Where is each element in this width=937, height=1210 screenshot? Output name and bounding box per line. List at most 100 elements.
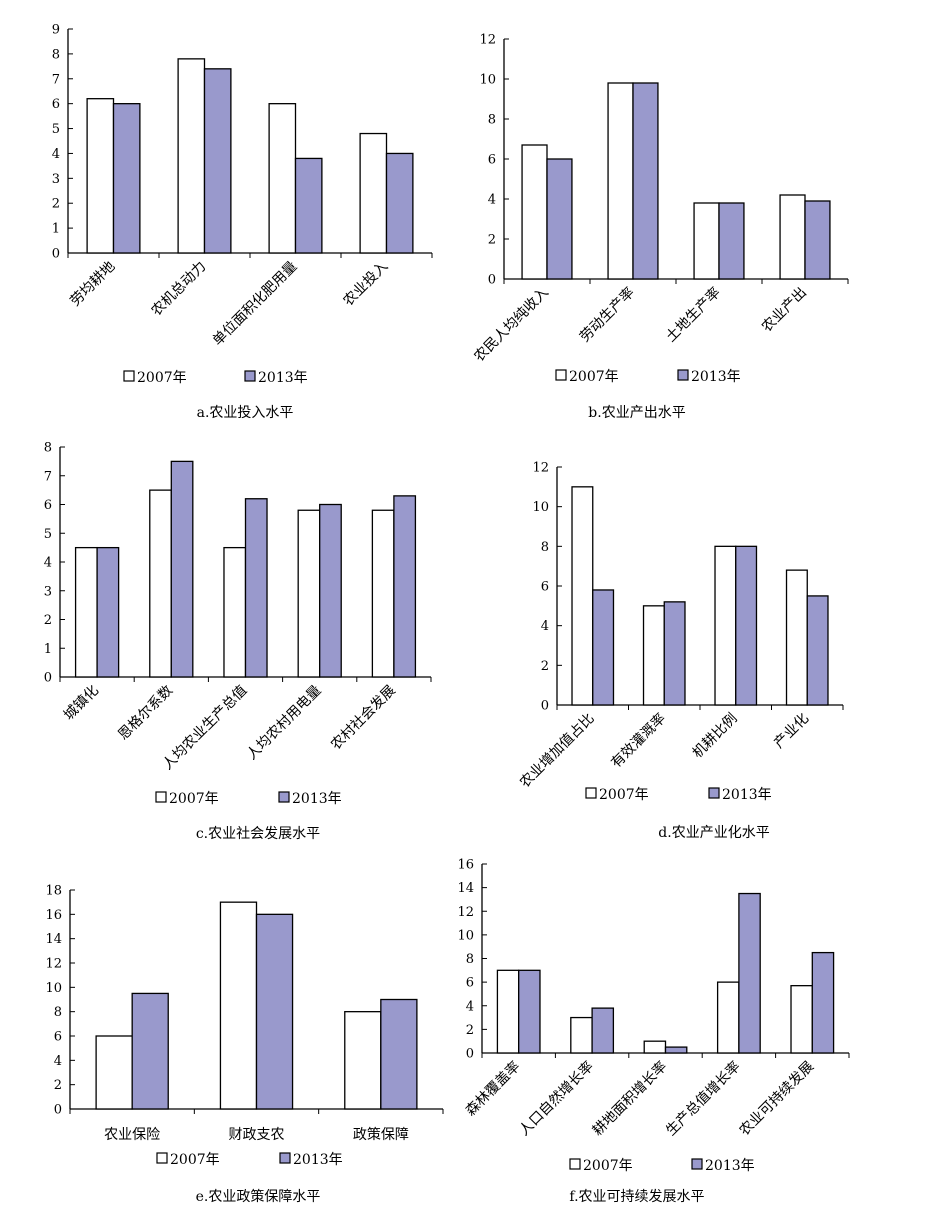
category-label: 土地生产率: [662, 284, 724, 346]
bar-series-a: [96, 1036, 132, 1109]
bar-series-a: [644, 1041, 665, 1053]
legend-label-2013: 2013年: [293, 1152, 343, 1168]
y-tick-label: 2: [52, 197, 60, 212]
y-tick-label: 2: [466, 1023, 474, 1038]
bar-series-b: [719, 203, 744, 279]
legend: 2007年 2013年: [556, 369, 741, 385]
bar-series-b: [257, 914, 293, 1109]
legend-swatch-2013: [279, 792, 289, 802]
legend-swatch-2013: [678, 370, 688, 380]
bar-series-a: [571, 1018, 592, 1053]
bar-series-a: [345, 1012, 381, 1109]
bar-series-a: [694, 203, 719, 279]
category-label: 城镇化: [61, 683, 102, 724]
y-tick-label: 4: [54, 1054, 62, 1069]
bar-series-a: [522, 145, 547, 279]
bar-series-b: [593, 590, 614, 705]
legend-label-2007: 2007年: [583, 1158, 633, 1174]
bar-series-a: [269, 104, 295, 253]
bar-series-a: [572, 487, 593, 705]
y-tick-label: 16: [45, 908, 62, 923]
bar-series-b: [633, 83, 658, 279]
y-tick-label: 5: [44, 527, 52, 542]
bar-series-a: [715, 546, 736, 705]
bar-series-a: [497, 970, 518, 1053]
legend-label-2007: 2007年: [569, 369, 619, 385]
y-tick-label: 1: [52, 222, 60, 237]
bar-series-b: [519, 970, 540, 1053]
y-tick-label: 8: [54, 1005, 62, 1020]
chart-d: 0 2 4 6 8 10 12 农业增加值占比 有效灌溉率 机耕比例 产业化 2007年 2013年 d.…: [517, 461, 843, 842]
y-tick-label: 5: [52, 122, 60, 137]
y-tick-label: 6: [44, 498, 52, 513]
y-tick-label: 12: [532, 461, 549, 476]
category-label: 有效灌溉率: [608, 710, 670, 772]
y-tick-label: 0: [541, 699, 549, 714]
y-tick-label: 14: [45, 932, 62, 947]
bar-series-b: [812, 953, 833, 1053]
category-label: 人口自然增长率: [516, 1058, 597, 1139]
bar-series-b: [592, 1008, 613, 1053]
category-label: 农业投入: [340, 259, 391, 310]
bar-series-a: [178, 59, 204, 253]
bar-series-b: [132, 993, 168, 1109]
y-tick-label: 8: [52, 47, 60, 62]
bar-series-a: [791, 986, 812, 1053]
y-tick-label: 3: [52, 172, 60, 187]
chart-a: 0 1 2 3 4 5 6 7 8 9 劳均耕地 农机总动力 单位面积化肥用量 农业投入 2007年 2013…: [52, 23, 432, 422]
legend-swatch-2007: [556, 370, 566, 380]
category-label: 农村社会发展: [328, 683, 399, 754]
y-tick-label: 1: [44, 642, 52, 657]
category-label: 机耕比例: [689, 710, 741, 762]
legend-swatch-2007: [156, 792, 166, 802]
y-tick-label: 4: [44, 556, 52, 571]
category-label: 农业产出: [759, 285, 810, 336]
y-tick-label: 18: [45, 884, 62, 899]
y-tick-label: 0: [466, 1047, 474, 1062]
legend-label-2013: 2013年: [691, 369, 741, 385]
y-tick-label: 10: [532, 500, 549, 515]
bar-series-b: [736, 546, 757, 705]
y-tick-label: 3: [44, 584, 52, 599]
y-tick-label: 6: [54, 1030, 62, 1045]
category-label: 农业保险: [104, 1127, 160, 1143]
y-tick-label: 10: [479, 73, 496, 88]
bar-series-b: [387, 153, 413, 253]
y-tick-label: 8: [541, 540, 549, 555]
legend-label-2013: 2013年: [258, 370, 308, 386]
category-label: 农业增加值占比: [517, 711, 598, 792]
y-tick-label: 12: [479, 33, 496, 48]
chart-caption: d.农业产业化水平: [658, 825, 769, 841]
legend-label-2013: 2013年: [705, 1158, 755, 1174]
chart-e: 0 2 4 6 8 10 12 14 16 18 农业保险 财政支农 政策保障 2007年 2013年 e.农…: [45, 884, 443, 1206]
legend-label-2007: 2007年: [599, 787, 649, 803]
bar-series-b: [666, 1047, 687, 1053]
bar-series-b: [246, 499, 268, 677]
y-tick-label: 8: [488, 113, 496, 128]
bar-series-b: [320, 505, 342, 678]
bar-series-a: [718, 982, 739, 1053]
y-tick-label: 6: [52, 97, 60, 112]
y-tick-label: 4: [541, 619, 549, 634]
bar-series-a: [608, 83, 633, 279]
bar-series-a: [87, 99, 113, 253]
y-tick-label: 7: [52, 72, 60, 87]
y-tick-label: 2: [541, 659, 549, 674]
legend: 2007年 2013年: [157, 1152, 343, 1168]
chart-caption: c.农业社会发展水平: [196, 826, 320, 842]
category-label: 财政支农: [229, 1127, 285, 1143]
bar-series-b: [739, 894, 760, 1053]
y-tick-label: 7: [44, 469, 52, 484]
legend-swatch-2013: [692, 1159, 702, 1169]
y-tick-label: 0: [54, 1103, 62, 1118]
legend: 2007年 2013年: [586, 787, 772, 803]
chart-caption: b.农业产出水平: [588, 405, 685, 421]
y-tick-label: 2: [54, 1078, 62, 1093]
category-label: 政策保障: [353, 1126, 409, 1143]
legend-swatch-2007: [570, 1159, 580, 1169]
legend-swatch-2007: [124, 371, 134, 381]
y-tick-label: 9: [52, 23, 60, 38]
bar-series-a: [76, 548, 98, 677]
chart-figure: 0123456789劳均耕地 农机总动力 单位面积化肥用量 农业投入2007年 2013…: [0, 0, 937, 1210]
y-tick-label: 0: [44, 671, 52, 686]
